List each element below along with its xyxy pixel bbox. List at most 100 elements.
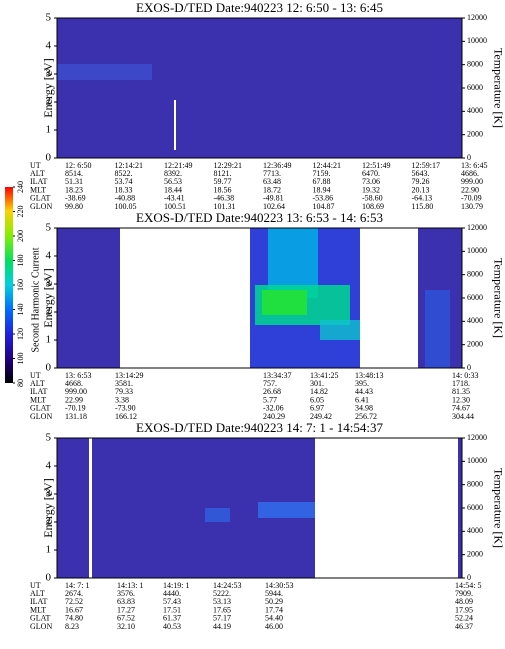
ephemeris-value: 102.64 [263, 202, 285, 211]
ephemeris-value: 34.98 [355, 404, 373, 413]
ephemeris-value: 12:59:17 [412, 161, 440, 170]
y2-tick-label: 4000 [467, 526, 483, 535]
colorbar-tick-label: 180 [16, 255, 25, 267]
ephemeris-row-label: MLT [30, 605, 46, 614]
ephemeris-value: 999.00 [461, 177, 483, 186]
y-axis-label: Energy [eV] [41, 58, 55, 117]
y-tick-label: 1 [46, 544, 52, 556]
ephemeris-value: 7713. [263, 169, 281, 178]
ephemeris-row-label: GLAT [30, 404, 51, 413]
ephemeris-value: 53.13 [213, 597, 231, 606]
y2-tick-label: 12000 [467, 223, 487, 232]
y2-axis-label: Temperature [K] [491, 468, 505, 548]
y-tick-label: 4 [46, 40, 52, 52]
ephemeris-value: 14:54: 5 [455, 581, 481, 590]
colorbar-tick-label: 120 [16, 328, 25, 340]
ephemeris-value: 18.72 [263, 185, 281, 194]
ephemeris-value: -70.09 [461, 194, 482, 203]
ephemeris-value: 14.82 [310, 387, 328, 396]
ephemeris-value: -43.41 [164, 194, 185, 203]
ephemeris-value: 20.13 [412, 185, 430, 194]
ephemeris-value: 100.05 [115, 202, 137, 211]
ephemeris-row-label: ILAT [30, 387, 47, 396]
ephemeris-value: 57.43 [163, 597, 181, 606]
ephemeris-value: 16.67 [65, 605, 83, 614]
ephemeris-value: 12:21:49 [164, 161, 192, 170]
y-tick-label: 3 [46, 488, 52, 500]
ephemeris-row-label: GLON [30, 412, 52, 421]
ephemeris-value: -73.90 [115, 404, 136, 413]
ephemeris-value: 52.24 [455, 614, 473, 623]
ephemeris-value: 54.40 [265, 614, 283, 623]
ephemeris-row-label: GLON [30, 622, 52, 631]
ephemeris-value: 63.83 [117, 597, 135, 606]
y2-tick-label: 2000 [467, 339, 483, 348]
y2-tick-label: 10000 [467, 246, 487, 255]
ephemeris-value: 26.68 [263, 387, 281, 396]
ephemeris-value: 4440. [163, 589, 181, 598]
ephemeris-value: 999.00 [65, 387, 87, 396]
y-tick-label: 5 [46, 12, 52, 24]
y-tick-label: 1 [46, 124, 52, 136]
ephemeris-value: 12.30 [452, 395, 470, 404]
ephemeris-value: 8522. [115, 169, 133, 178]
ephemeris-value: 46.37 [455, 622, 473, 631]
colorbar-tick-label: 200 [16, 230, 25, 242]
ephemeris-value: 81.35 [452, 387, 470, 396]
ephemeris-value: 18.23 [65, 185, 83, 194]
ephemeris-value: 18.94 [313, 185, 331, 194]
chart-title: EXOS-D/TED Date:940223 13: 6:53 - 14: 6:… [136, 210, 383, 225]
colorbar-tick-label: 240 [16, 181, 25, 193]
y2-tick-label: 2000 [467, 129, 483, 138]
ephemeris-row-label: GLON [30, 202, 52, 211]
ephemeris-value: 5643. [412, 169, 430, 178]
y-tick-label: 5 [46, 432, 52, 444]
ephemeris-value: 12:14:21 [115, 161, 143, 170]
ephemeris-value: 14:19: 1 [163, 581, 189, 590]
ephemeris-value: 57.17 [213, 614, 231, 623]
ephemeris-value: 108.69 [362, 202, 384, 211]
ephemeris-value: 12:29:21 [214, 161, 242, 170]
ephemeris-value: 6.05 [310, 395, 324, 404]
colorbar-label: Second Harmonic Current [30, 247, 41, 352]
ephemeris-value: 13:41:25 [310, 371, 338, 380]
ephemeris-value: 74.67 [452, 404, 470, 413]
ephemeris-value: 12:44:21 [313, 161, 341, 170]
ephemeris-value: 3581. [115, 379, 133, 388]
ephemeris-value: 14: 0:33 [452, 371, 478, 380]
ephemeris-value: 13: 6:45 [461, 161, 487, 170]
ephemeris-value: 395. [355, 379, 369, 388]
y2-axis-label: Temperature [K] [491, 258, 505, 338]
ephemeris-row-label: MLT [30, 395, 46, 404]
ephemeris-value: 44.43 [355, 387, 373, 396]
colorbar-tick-label: 140 [16, 304, 25, 316]
ephemeris-value: 14: 7: 1 [65, 581, 89, 590]
y-tick-label: 0 [46, 572, 52, 584]
ephemeris-value: 46.00 [265, 622, 283, 631]
ephemeris-value: 67.52 [117, 614, 135, 623]
ephemeris-value: 17.74 [265, 605, 283, 614]
ephemeris-value: 304.44 [452, 412, 474, 421]
y2-tick-label: 6000 [467, 503, 483, 512]
ephemeris-value: -64.13 [412, 194, 433, 203]
ephemeris-value: 72.52 [65, 597, 83, 606]
ephemeris-value: 4668. [65, 379, 83, 388]
ephemeris-value: 44.19 [213, 622, 231, 631]
ephemeris-value: 73.06 [362, 177, 380, 186]
ephemeris-value: -38.69 [65, 194, 86, 203]
ephemeris-row-label: GLAT [30, 194, 51, 203]
ephemeris-value: 12:51:49 [362, 161, 390, 170]
ephemeris-row-label: MLT [30, 185, 46, 194]
ephemeris-value: 74.80 [65, 614, 83, 623]
ephemeris-value: 14:13: 1 [117, 581, 143, 590]
ephemeris-value: 249.42 [310, 412, 332, 421]
y2-axis-label: Temperature [K] [491, 48, 505, 128]
y2-tick-label: 4000 [467, 316, 483, 325]
y2-tick-label: 10000 [467, 36, 487, 45]
ephemeris-value: 18.33 [115, 185, 133, 194]
ephemeris-value: 3.38 [115, 395, 129, 404]
ephemeris-value: 301. [310, 379, 324, 388]
ephemeris-value: 1718. [452, 379, 470, 388]
ephemeris-value: 101.31 [214, 202, 236, 211]
